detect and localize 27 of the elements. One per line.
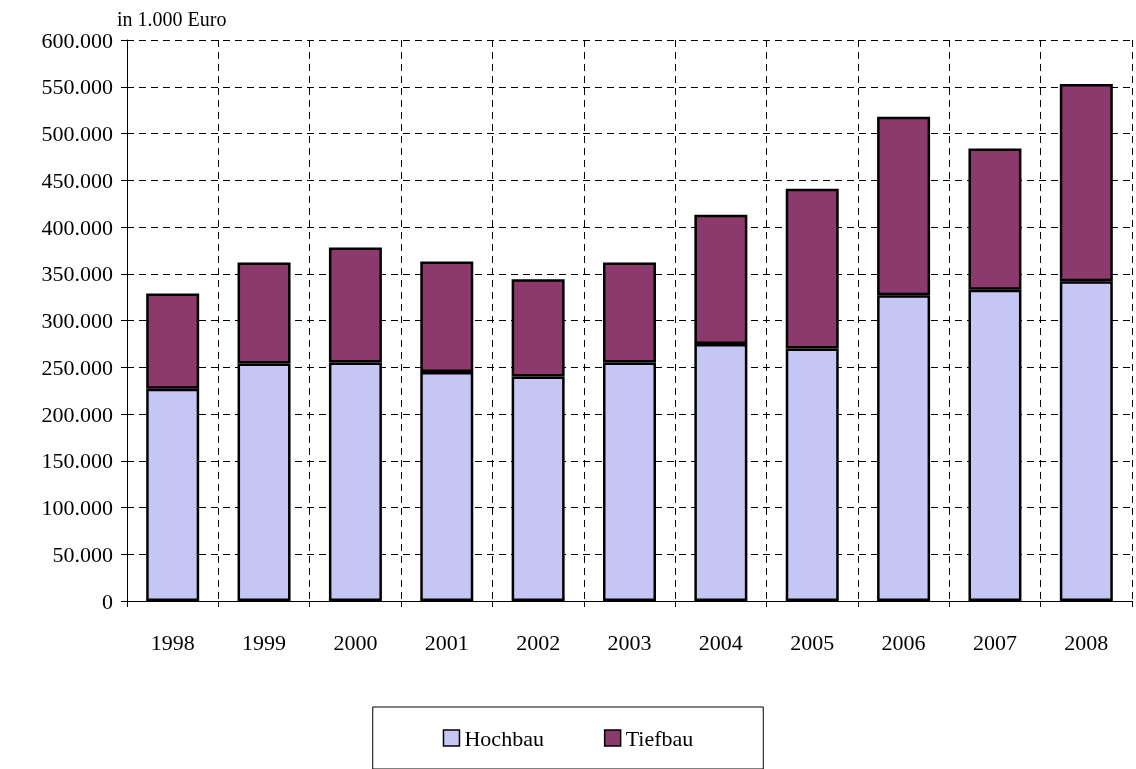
legend-label: Hochbau [464, 725, 544, 751]
x-tick-label: 2007 [972, 629, 1017, 655]
x-tick-label: 2000 [333, 629, 378, 655]
y-axis-title: in 1.000 Euro [117, 8, 227, 31]
x-tick-label: 2001 [424, 629, 469, 655]
x-tick-label: 1999 [242, 629, 287, 655]
x-tick-label: 1998 [150, 629, 195, 655]
x-tick-label: 2008 [1064, 629, 1109, 655]
x-tick-label: 2006 [881, 629, 926, 655]
y-tick-label: 500.000 [41, 121, 113, 146]
y-tick-label: 150.000 [41, 448, 113, 474]
y-tick-label: 450.000 [41, 167, 113, 193]
y-tick-label: 550.000 [41, 74, 113, 100]
y-tick-label: 200.000 [41, 401, 113, 427]
y-tick-label: 600.000 [41, 27, 113, 53]
y-tick-label: 250.000 [41, 354, 113, 380]
y-tick-label: 400.000 [41, 214, 113, 240]
y-tick-label: 100.000 [41, 495, 113, 520]
y-tick-label: 50.000 [52, 541, 113, 567]
x-tick-label: 2004 [698, 629, 743, 655]
legend-label: Tiefbau [625, 725, 694, 751]
y-tick-label: 0 [102, 588, 113, 614]
y-tick-label: 300.000 [41, 308, 113, 333]
x-tick-label: 2003 [607, 629, 652, 655]
y-tick-label: 350.000 [41, 261, 113, 287]
x-tick-label: 2002 [516, 629, 561, 655]
x-tick-label: 2005 [790, 629, 835, 655]
